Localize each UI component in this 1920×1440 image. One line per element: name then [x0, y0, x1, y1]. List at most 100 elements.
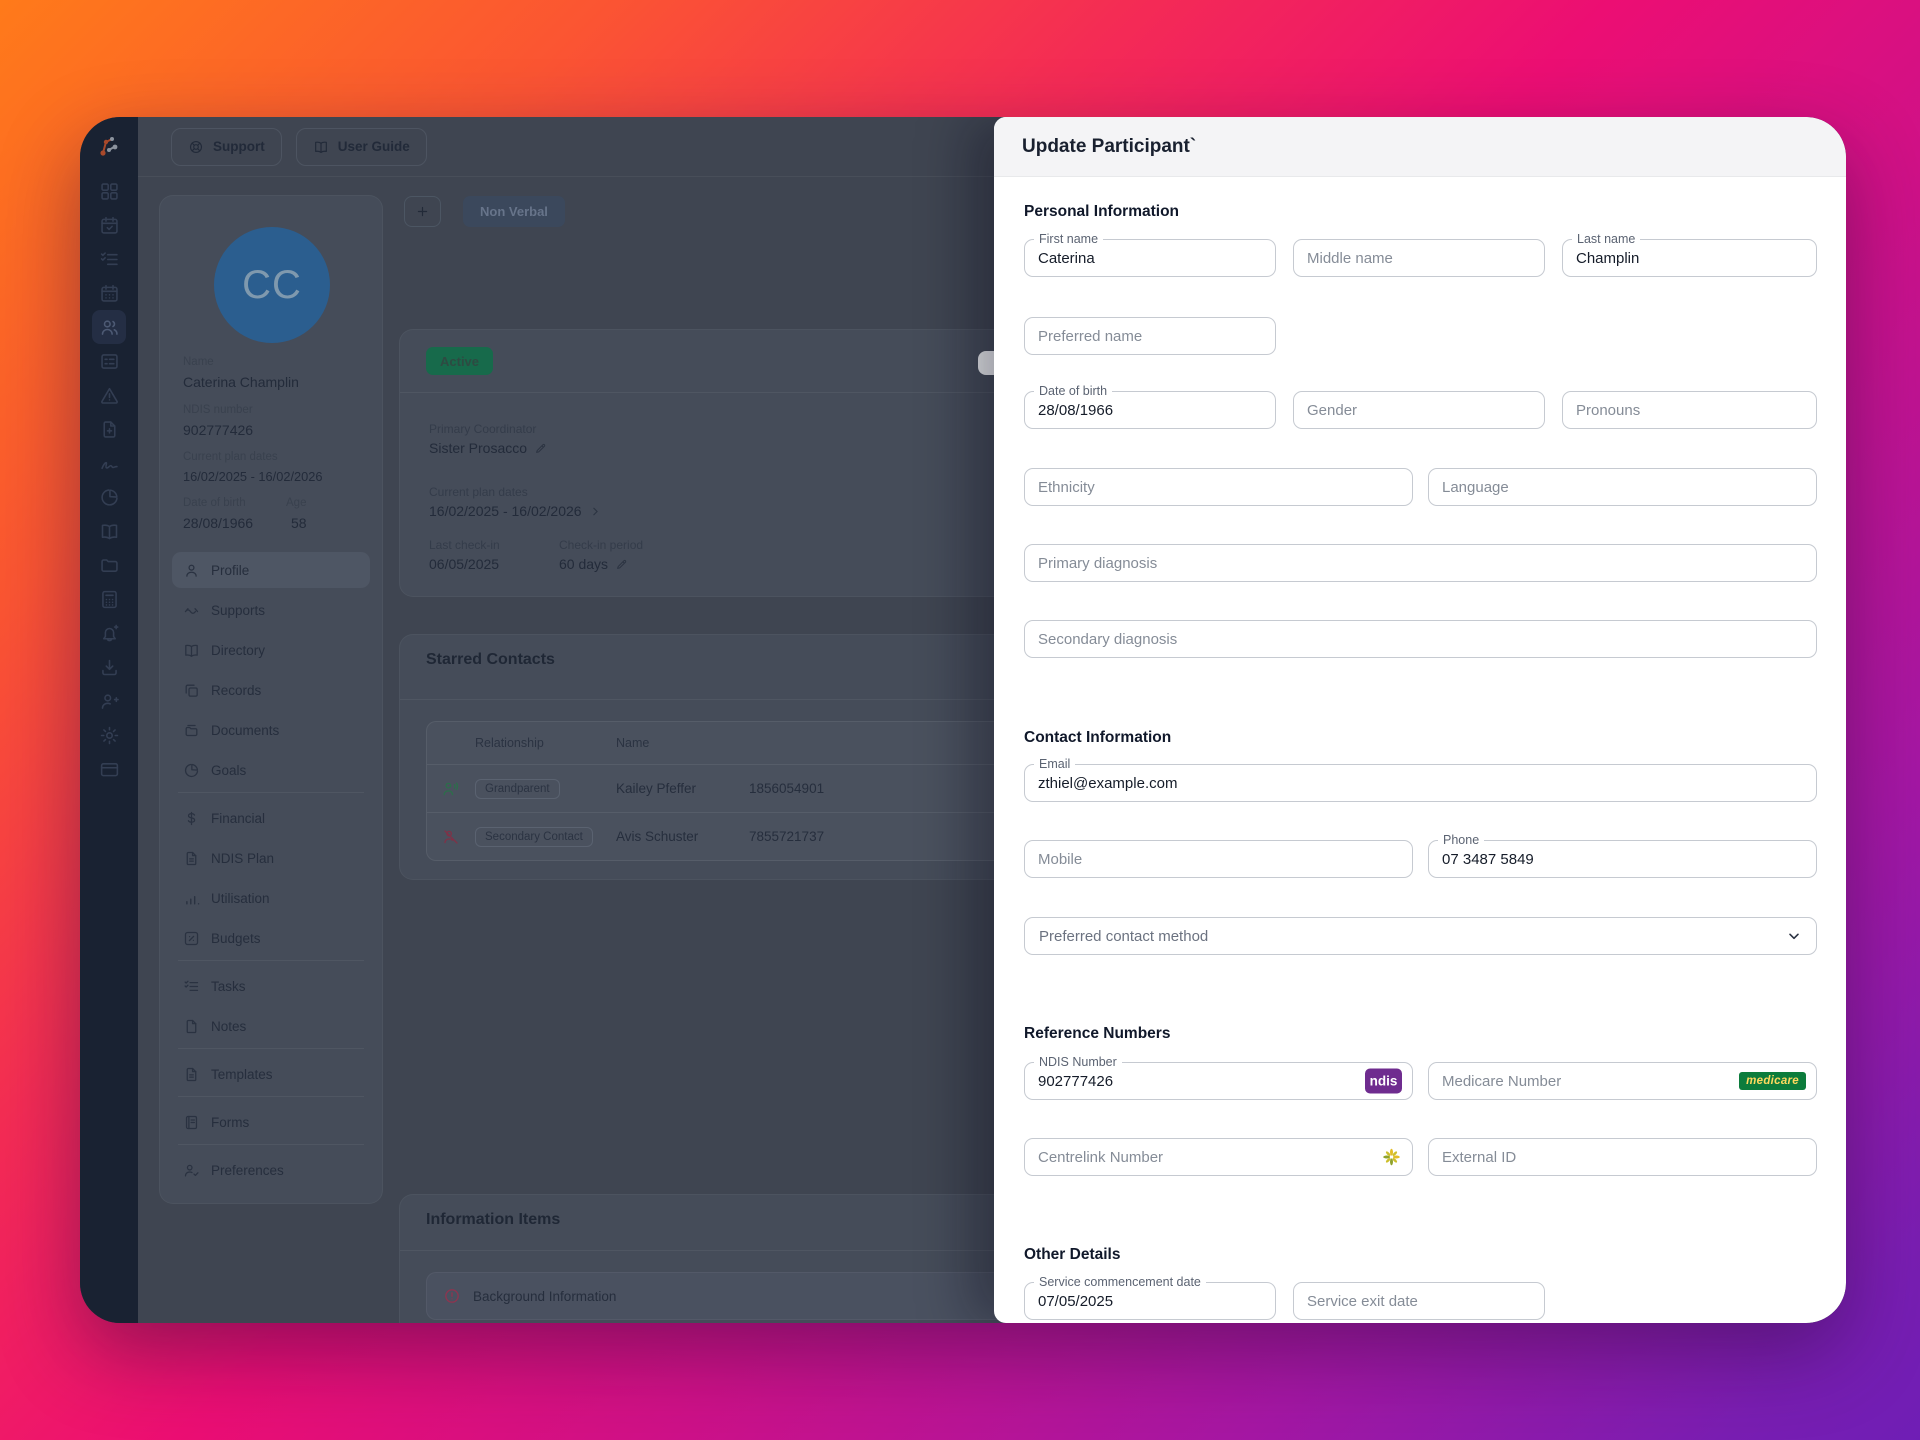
directory-icon[interactable]: [97, 519, 121, 543]
primary-diagnosis-input[interactable]: [1025, 545, 1816, 581]
menu-item-forms[interactable]: Forms: [172, 1104, 370, 1140]
name-label: Name: [183, 356, 214, 368]
preferred-contact-method-select[interactable]: Preferred contact method: [1024, 917, 1817, 955]
centrelink-number-input[interactable]: [1025, 1139, 1412, 1175]
chevron-down-icon: [1786, 928, 1802, 944]
gender-input[interactable]: [1294, 392, 1544, 428]
participants-icon[interactable]: [92, 310, 126, 344]
menu-label: Directory: [211, 642, 266, 658]
divider: [400, 392, 1098, 393]
pronouns-field[interactable]: [1562, 391, 1817, 429]
table-row[interactable]: Secondary Contact Avis Schuster 78557217…: [427, 812, 1065, 860]
phone-field[interactable]: Phone: [1428, 832, 1817, 878]
ndis-number-field[interactable]: NDIS Number ndis: [1024, 1054, 1413, 1100]
background-information-item[interactable]: Background Information: [426, 1272, 1066, 1320]
calendar-icon[interactable]: [97, 281, 121, 305]
menu-label: Financial: [211, 810, 266, 826]
notifications-icon[interactable]: [97, 621, 121, 645]
non-verbal-tag[interactable]: Non Verbal: [463, 196, 565, 227]
user-guide-button[interactable]: User Guide: [295, 127, 427, 166]
ethnicity-input[interactable]: [1025, 469, 1412, 505]
centrelink-number-field[interactable]: [1024, 1138, 1413, 1176]
menu-item-preferences[interactable]: Preferences: [172, 1152, 370, 1188]
menu-item-tasks[interactable]: Tasks: [172, 968, 370, 1004]
preferred-contact-method-placeholder: Preferred contact method: [1039, 927, 1209, 945]
incidents-icon[interactable]: [97, 383, 121, 407]
menu-item-documents[interactable]: Documents: [172, 712, 370, 748]
reports-icon[interactable]: [97, 485, 121, 509]
file-lines-icon: [183, 1066, 200, 1083]
last-name-field[interactable]: Last name: [1562, 231, 1817, 277]
external-id-field[interactable]: [1428, 1138, 1817, 1176]
service-exit-input[interactable]: [1294, 1283, 1544, 1319]
name-column-header: Name: [616, 736, 650, 750]
primary-diagnosis-field[interactable]: [1024, 544, 1817, 582]
hidden-button-edge[interactable]: [978, 351, 994, 375]
menu-item-budgets[interactable]: Budgets: [172, 920, 370, 956]
language-field[interactable]: [1428, 468, 1817, 506]
pronouns-input[interactable]: [1563, 392, 1816, 428]
menu-label: Documents: [211, 722, 280, 738]
downloads-icon[interactable]: [97, 655, 121, 679]
menu-item-records[interactable]: Records: [172, 672, 370, 708]
preferred-name-input[interactable]: [1025, 318, 1275, 354]
menu-label: Notes: [211, 1018, 247, 1034]
list-checks-icon: [183, 978, 200, 995]
starred-contacts-table: Relationship Name Grandparent Kailey Pfe…: [426, 721, 1066, 861]
service-commencement-field[interactable]: Service commencement date: [1024, 1274, 1276, 1320]
tasks-icon[interactable]: [97, 247, 121, 271]
gender-field[interactable]: [1293, 391, 1545, 429]
phone-input[interactable]: [1429, 841, 1816, 877]
claims-icon[interactable]: [97, 417, 121, 441]
service-exit-field[interactable]: [1293, 1282, 1545, 1320]
billing-icon[interactable]: [97, 757, 121, 781]
rail-icons: [92, 179, 126, 781]
menu-label: Records: [211, 682, 262, 698]
preferred-name-field[interactable]: [1024, 317, 1276, 355]
add-user-icon[interactable]: [97, 689, 121, 713]
secondary-diagnosis-field[interactable]: [1024, 620, 1817, 658]
schedule-icon[interactable]: [97, 213, 121, 237]
middle-name-input[interactable]: [1294, 240, 1544, 276]
menu-item-notes[interactable]: Notes: [172, 1008, 370, 1044]
dashboard-icon[interactable]: [97, 179, 121, 203]
menu-item-ndis-plan[interactable]: NDIS Plan: [172, 840, 370, 876]
menu-item-templates[interactable]: Templates: [172, 1056, 370, 1092]
first-name-field[interactable]: First name: [1024, 231, 1276, 277]
email-field[interactable]: Email: [1024, 756, 1817, 802]
ethnicity-field[interactable]: [1024, 468, 1413, 506]
dob-field[interactable]: Date of birth: [1024, 383, 1276, 429]
forms-icon[interactable]: [97, 349, 121, 373]
menu-item-goals[interactable]: Goals: [172, 752, 370, 788]
mobile-input[interactable]: [1025, 841, 1412, 877]
invoicing-icon[interactable]: [97, 587, 121, 611]
menu-item-supports[interactable]: Supports: [172, 592, 370, 628]
mobile-field[interactable]: [1024, 840, 1413, 878]
menu-item-profile[interactable]: Profile: [172, 552, 370, 588]
pie-chart-icon: [183, 762, 200, 779]
menu-item-utilisation[interactable]: Utilisation: [172, 880, 370, 916]
chevron-right-icon[interactable]: [589, 505, 602, 518]
email-input[interactable]: [1025, 765, 1816, 801]
table-row[interactable]: Grandparent Kailey Pfeffer 1856054901: [427, 764, 1065, 812]
files-icon[interactable]: [97, 553, 121, 577]
language-input[interactable]: [1429, 469, 1816, 505]
settings-icon[interactable]: [97, 723, 121, 747]
phone-label: Phone: [1438, 832, 1485, 849]
app-logo-icon[interactable]: [95, 133, 123, 161]
external-id-input[interactable]: [1429, 1139, 1816, 1175]
signatures-icon[interactable]: [97, 451, 121, 475]
menu-label: Utilisation: [211, 890, 270, 906]
edit-coordinator-icon[interactable]: [534, 442, 547, 455]
secondary-diagnosis-input[interactable]: [1025, 621, 1816, 657]
menu-item-financial[interactable]: Financial: [172, 800, 370, 836]
medicare-number-field[interactable]: medicare: [1428, 1062, 1817, 1100]
edit-period-icon[interactable]: [615, 558, 628, 571]
menu-label: Budgets: [211, 930, 261, 946]
middle-name-field[interactable]: [1293, 239, 1545, 277]
add-tag-button[interactable]: [404, 196, 441, 227]
menu-item-directory[interactable]: Directory: [172, 632, 370, 668]
support-button[interactable]: Support: [171, 127, 282, 166]
information-items-title: Information Items: [426, 1211, 561, 1228]
